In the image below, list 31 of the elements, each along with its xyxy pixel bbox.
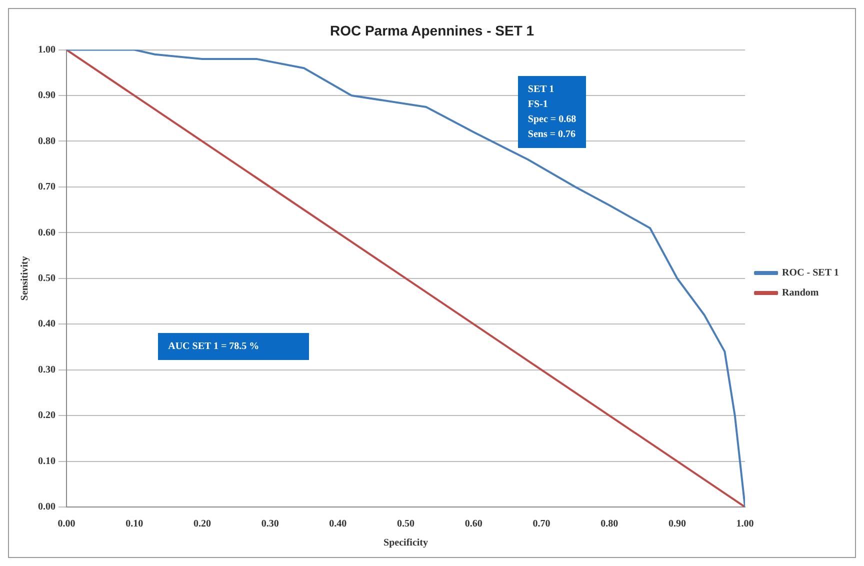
y-tick-label: 1.00 xyxy=(38,44,56,56)
y-tick-label: 0.60 xyxy=(38,227,56,238)
x-tick-label: 0.60 xyxy=(464,518,482,530)
annotation: SET 1 FS-1 Spec = 0.68 Sens = 0.76 xyxy=(528,82,576,142)
x-tick-label: 0.70 xyxy=(532,518,550,530)
y-tick-label: 0.00 xyxy=(38,502,56,513)
x-tick-label: 0.00 xyxy=(58,518,76,530)
y-tick-label: 0.10 xyxy=(38,456,56,467)
y-tick-label: 0.40 xyxy=(38,318,56,330)
x-tick-label: 0.40 xyxy=(329,518,347,530)
annotation: AUC SET 1 = 78.5 % xyxy=(168,340,260,354)
legend-label: ROC - SET 1 xyxy=(782,268,839,279)
y-tick-label: 0.90 xyxy=(38,90,56,102)
y-axis-title: Sensitivity xyxy=(20,256,31,301)
x-tick-label: 1.00 xyxy=(736,518,754,530)
legend-label: Random xyxy=(782,288,820,299)
y-tick-label: 0.20 xyxy=(38,410,56,422)
x-tick-label: 0.20 xyxy=(193,518,211,530)
x-tick-label: 0.90 xyxy=(668,518,686,530)
label-box: SET 1 FS-1 Spec = 0.68 Sens = 0.76 xyxy=(518,76,586,148)
y-tick-label: 0.70 xyxy=(38,182,56,193)
y-tick-label: 0.30 xyxy=(38,364,56,376)
x-tick-label: 0.80 xyxy=(600,518,618,530)
chart-title: ROC Parma Apennines - SET 1 xyxy=(330,22,534,38)
x-tick-label: 0.50 xyxy=(397,518,415,530)
y-tick-label: 0.80 xyxy=(38,136,56,147)
y-tick-label: 0.50 xyxy=(38,272,56,284)
x-tick-label: 0.30 xyxy=(261,518,279,530)
x-axis-title: Specificity xyxy=(384,538,428,549)
label-box: AUC SET 1 = 78.5 % xyxy=(158,333,310,360)
x-tick-label: 0.10 xyxy=(126,518,144,530)
